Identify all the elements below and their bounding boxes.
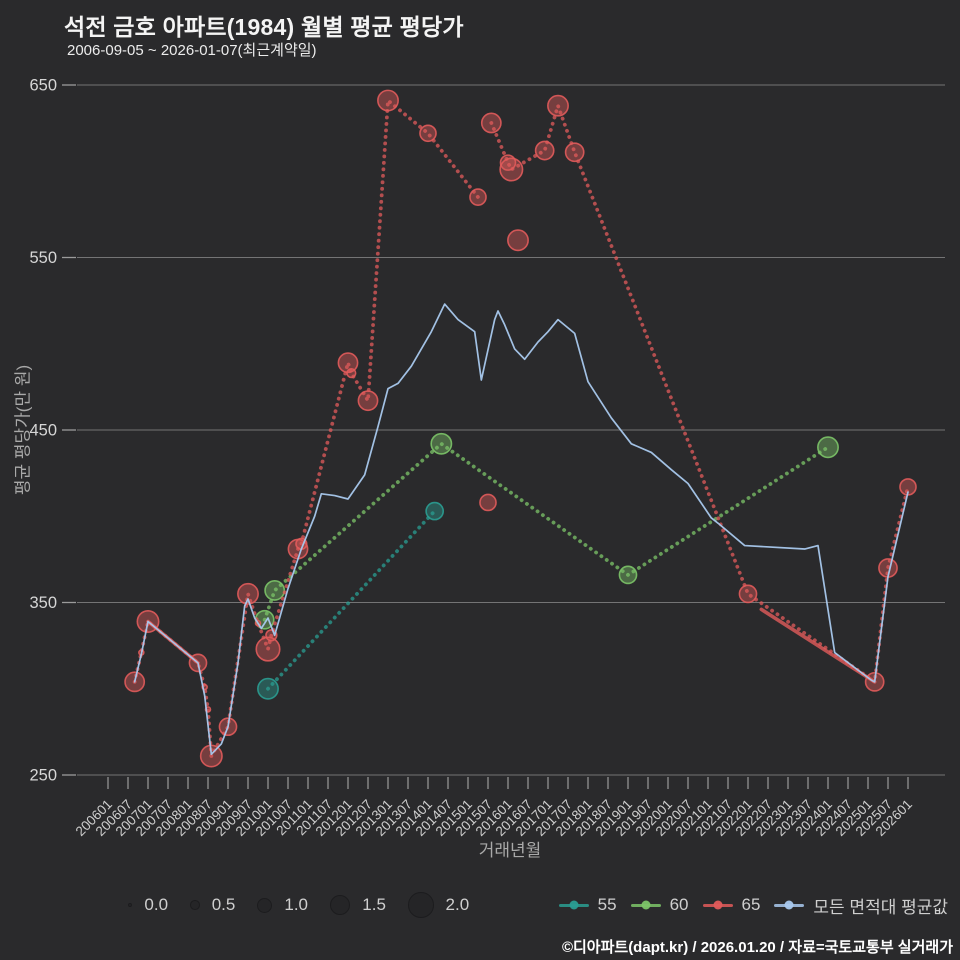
bubble-65[interactable] — [419, 124, 437, 143]
chart-title: 석전 금호 아파트(1984) 월별 평균 평당가 — [64, 14, 464, 40]
y-tick-label: 450 — [29, 422, 57, 440]
average-line — [133, 303, 909, 756]
series-legend: 55 60 65 모든 면적대 평균값 — [558, 893, 948, 918]
size-legend-dot-icon — [407, 892, 434, 918]
trail-55 — [266, 509, 437, 691]
bubble-65[interactable] — [346, 367, 357, 379]
legend-label: 65 — [741, 895, 761, 914]
bubble-65[interactable] — [480, 112, 502, 134]
bubble-65[interactable] — [547, 94, 569, 117]
bubble-65[interactable] — [738, 584, 758, 604]
size-legend-label: 2.0 — [445, 895, 470, 914]
size-legend-label: 0.0 — [144, 895, 169, 914]
legend-item-55[interactable]: 55 — [558, 895, 617, 915]
size-legend-dot-icon — [330, 894, 351, 916]
y-axis-title: 평균 평당가(만 원) — [13, 364, 33, 496]
legend-label: 55 — [597, 895, 617, 914]
bubble-65[interactable] — [499, 157, 524, 182]
legend-marker-icon — [558, 899, 589, 911]
y-tick-label: 650 — [29, 77, 57, 95]
legend-item-65[interactable]: 65 — [702, 895, 761, 915]
bubble-60[interactable] — [430, 432, 453, 455]
bubble-65[interactable] — [469, 188, 487, 206]
x-axis-title: 거래년월 — [478, 841, 542, 860]
legend-item-모든 면적대 평균값[interactable]: 모든 면적대 평균값 — [774, 893, 948, 918]
y-tick-label: 550 — [29, 249, 57, 267]
size-legend-label: 1.0 — [284, 895, 308, 914]
bubble-size-legend: 0.0 0.5 1.0 1.5 2.0 — [128, 892, 469, 918]
legend-label: 60 — [669, 895, 689, 914]
bubble-55[interactable] — [257, 677, 279, 700]
size-legend-item: 2.0 — [407, 892, 470, 918]
size-legend-dot-icon — [128, 902, 133, 908]
size-legend-item: 0.5 — [190, 895, 235, 915]
bubble-60[interactable] — [618, 565, 638, 585]
y-tick-label: 350 — [29, 594, 57, 612]
legend-label: 모든 면적대 평균값 — [813, 897, 948, 917]
legend-marker-icon — [774, 899, 805, 911]
trail-65 — [132, 98, 480, 758]
size-legend-label: 1.5 — [362, 894, 386, 914]
bubble-65[interactable] — [534, 140, 555, 161]
bubble-65[interactable] — [237, 582, 259, 605]
legend-dot-icon — [641, 900, 651, 910]
bubble-65[interactable] — [337, 352, 359, 374]
legend-dot-icon — [569, 900, 579, 910]
bubble-65[interactable] — [507, 229, 529, 252]
chart-subtitle: 2006-09-05 ~ 2026-01-07(최근계약일) — [67, 42, 317, 59]
size-legend-item: 0.0 — [128, 895, 168, 915]
legend: 0.0 0.5 1.0 1.5 2.0 55 60 65 모든 면적대 평균값 — [128, 889, 948, 921]
size-legend-item: 1.5 — [330, 894, 386, 916]
bubble-65[interactable] — [377, 89, 399, 112]
legend-item-60[interactable]: 60 — [630, 895, 689, 915]
size-legend-dot-icon — [257, 897, 273, 913]
bubble-65[interactable] — [199, 744, 223, 768]
source-credit: ©디아파트(dapt.kr) / 2026.01.20 / 자료=국토교통부 실… — [561, 939, 953, 956]
legend-dot-icon — [784, 900, 794, 910]
size-legend-item: 1.0 — [257, 895, 308, 915]
size-legend-label: 0.5 — [211, 895, 236, 914]
bubble-60[interactable] — [817, 436, 839, 459]
bubble-65[interactable] — [564, 142, 585, 163]
size-legend-dot-icon — [190, 900, 200, 910]
bubble-55[interactable] — [425, 501, 445, 521]
trail-65 — [489, 103, 910, 684]
legend-marker-icon — [702, 899, 733, 911]
bubble-65[interactable] — [479, 493, 497, 512]
y-tick-label: 250 — [29, 767, 57, 785]
bubble-65[interactable] — [255, 636, 281, 662]
bubble-60[interactable] — [264, 580, 286, 601]
bubble-65[interactable] — [357, 390, 379, 412]
trail-solid-65 — [759, 607, 877, 684]
legend-marker-icon — [630, 899, 661, 911]
legend-dot-icon — [713, 900, 722, 910]
